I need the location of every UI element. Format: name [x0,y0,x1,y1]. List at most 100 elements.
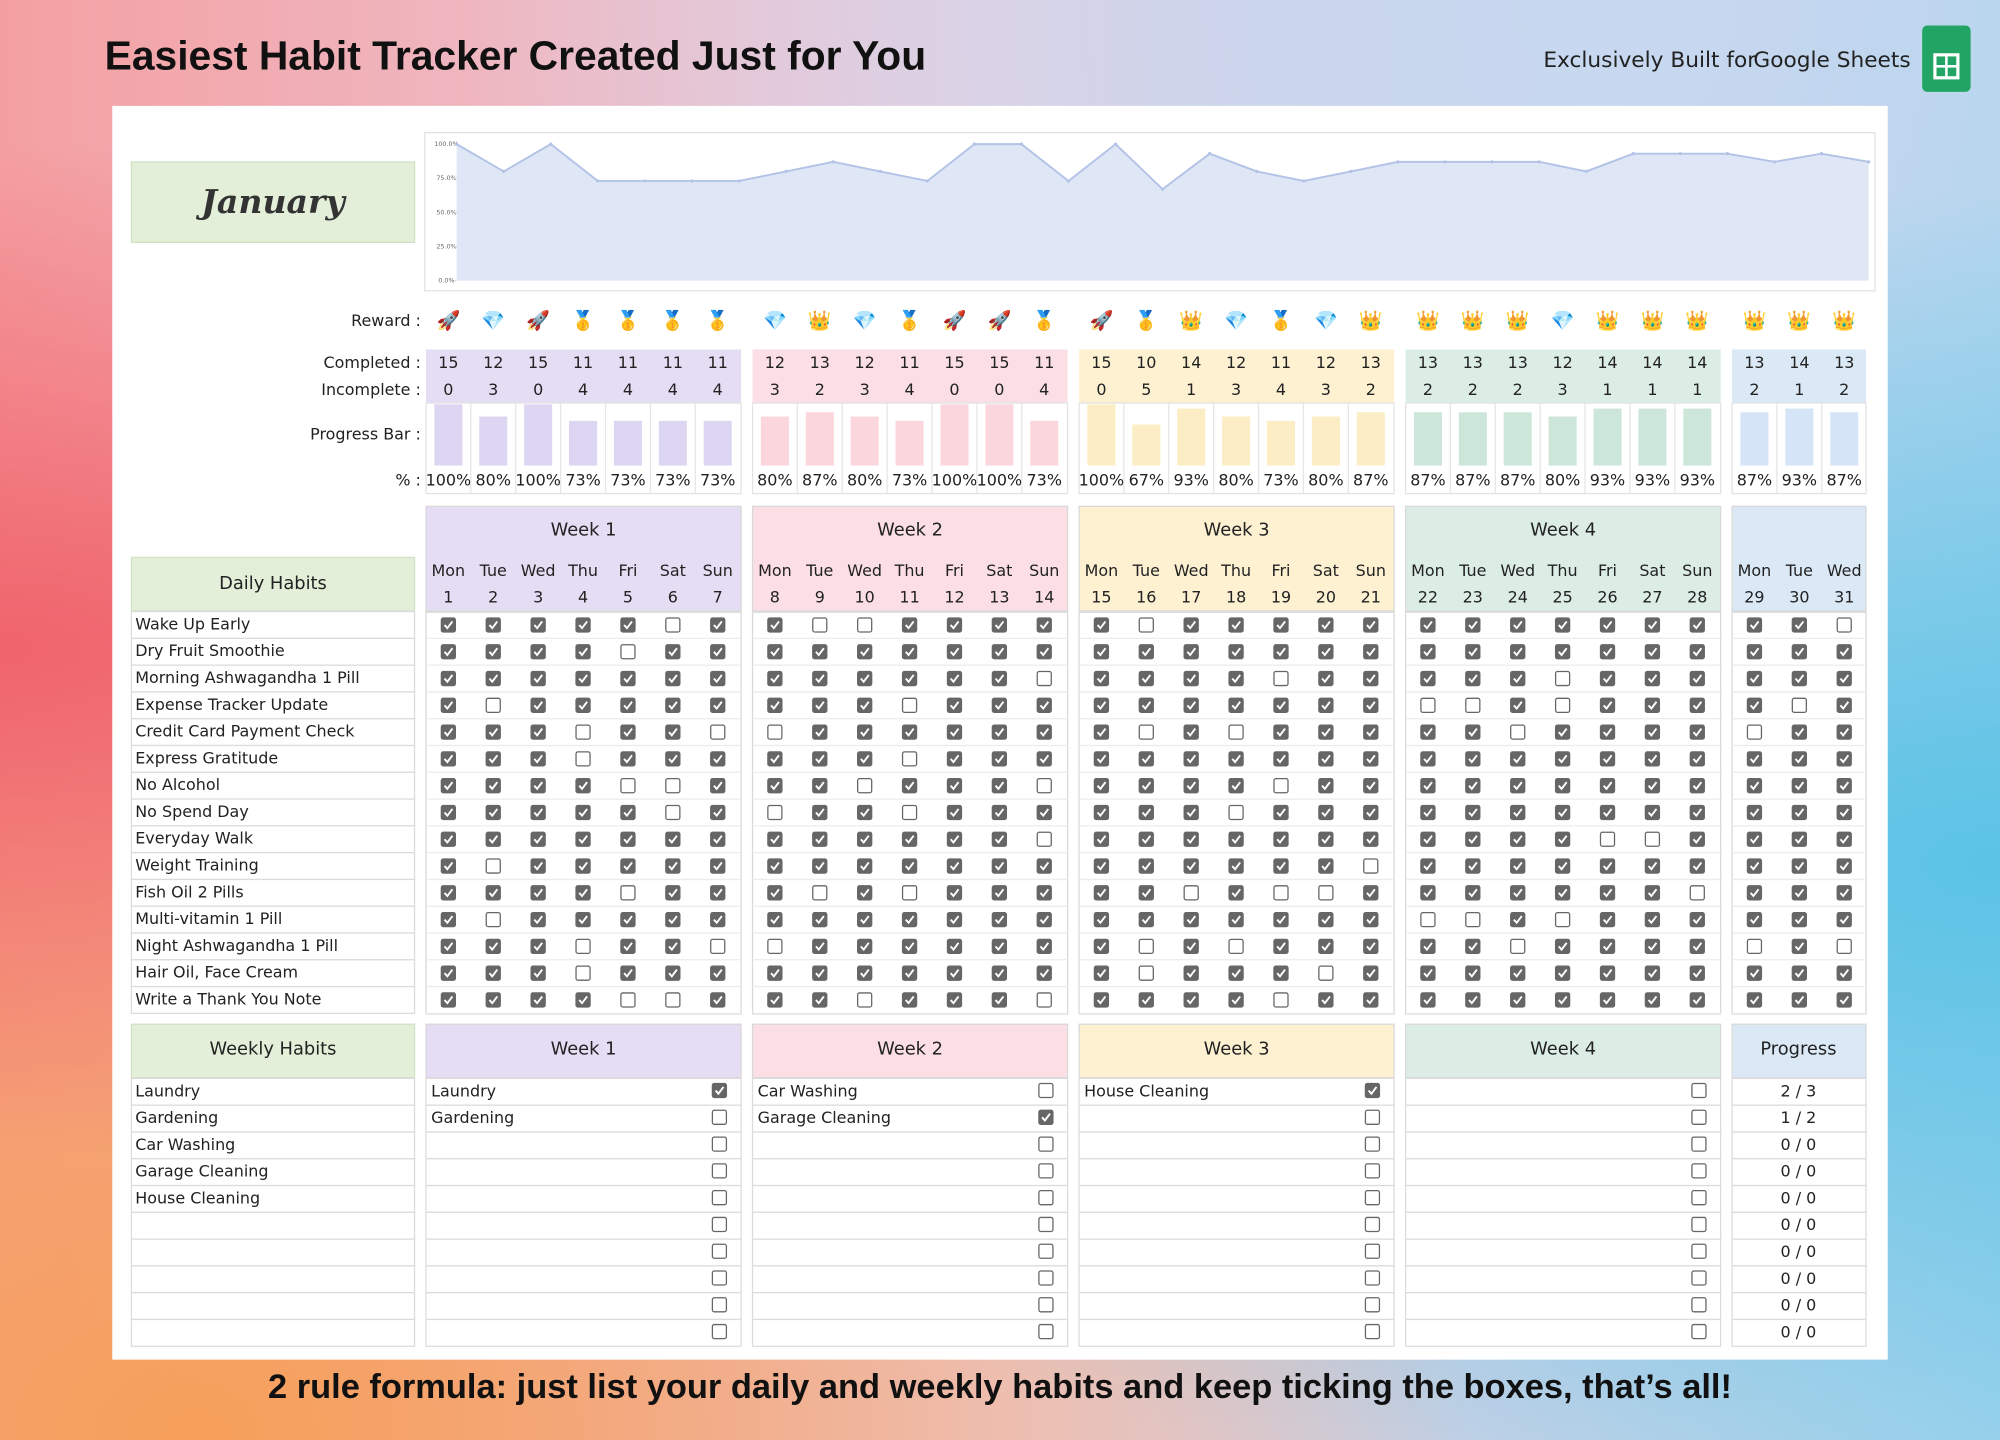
date: 29 [1744,588,1764,607]
percent: 87% [1410,470,1445,489]
checkbox [1689,670,1705,687]
completed: 14 [1789,353,1809,372]
weekday: Mon [1411,561,1445,580]
checkbox [1363,858,1379,874]
point [972,142,977,146]
checkbox [1038,1243,1054,1259]
checkbox [1510,644,1526,660]
checkbox [1318,938,1334,955]
incomplete: 2 [1839,380,1849,399]
completed: 13 [1361,353,1381,372]
checkbox [1691,1163,1707,1179]
brand: Google Sheets [1753,48,1910,73]
checkbox [485,644,501,660]
checkbox [1228,992,1244,1008]
checkbox [665,724,681,740]
checkbox [530,724,546,740]
checkbox [1138,751,1154,767]
checkbox [812,992,828,1008]
checkbox [1599,751,1616,767]
checkbox [710,885,726,901]
incomplete: 0 [949,380,959,399]
reward: 👑 [1596,309,1620,332]
checkbox [1318,804,1334,821]
habit-cell [130,691,416,720]
checkbox [530,911,546,928]
checkbox [1138,644,1154,660]
checkbox [1093,804,1110,821]
checkbox [991,992,1008,1008]
checkbox [1228,885,1244,901]
checkbox [812,804,828,821]
checkbox [710,697,726,713]
checkbox [620,992,636,1008]
checkbox [1554,831,1571,847]
habit-cell [130,1184,416,1213]
checkbox [1554,751,1571,767]
completed: 15 [989,353,1009,372]
checkbox [620,831,636,847]
checkbox [857,778,873,794]
stats-bg [1405,349,1721,404]
reward: 💎 [1314,309,1338,332]
point [1019,142,1024,146]
checkbox [1318,778,1334,794]
progress-bar [1503,412,1532,466]
completed: 12 [1552,353,1572,372]
checkbox [946,885,963,901]
checkbox [991,778,1008,794]
progress-cell [1731,1077,1867,1106]
checkbox [1691,1190,1707,1206]
progress: 0 / 0 [1781,1296,1817,1315]
incomplete: 2 [1366,380,1376,399]
checkbox [485,965,501,981]
checkbox [1644,617,1661,633]
checkbox [946,831,963,847]
checkbox [1689,831,1705,847]
percent: 100% [515,470,561,489]
checkbox [1364,1323,1381,1340]
progress-bar [1785,408,1814,466]
weekday: Wed [1500,561,1535,580]
week-label: Week 2 [877,1039,943,1060]
checkbox [530,804,546,821]
week-header [1078,505,1395,612]
checkbox [440,885,457,901]
y-tick-label: 25.0% [436,242,456,250]
reward: 🥇 [616,309,640,332]
checkbox [620,670,636,687]
page-title: Easiest Habit Tracker Created Just for Y… [105,32,927,78]
percent: 80% [1308,470,1343,489]
checkbox [620,617,636,633]
completed: 12 [765,353,785,372]
checkbox [1644,992,1661,1008]
completed: 14 [1597,353,1617,372]
checkbox [1038,1136,1054,1152]
weekly-habit: Gardening [135,1108,218,1127]
area [456,144,1869,281]
checkbox [530,670,546,687]
checkbox [1644,670,1661,687]
checkbox [1836,965,1852,981]
stats-bg [1079,349,1395,404]
checkbox [1791,885,1807,901]
date: 11 [899,588,919,607]
percent: 93% [1635,470,1670,489]
completed: 12 [483,353,503,372]
checkbox [710,670,726,687]
checkbox [901,724,918,740]
checkbox [1689,751,1705,767]
point [1396,160,1400,164]
percent: 73% [610,470,645,489]
checkbox [1093,724,1110,740]
checkbox [1318,724,1334,740]
checkbox [1599,617,1616,633]
reward: 🥇 [571,309,595,332]
checkbox [1138,697,1154,713]
checkbox [1318,885,1334,901]
checkbox [575,670,591,687]
habit-cell [130,1318,416,1347]
progress-bar [1458,412,1487,466]
checkbox [857,992,873,1008]
